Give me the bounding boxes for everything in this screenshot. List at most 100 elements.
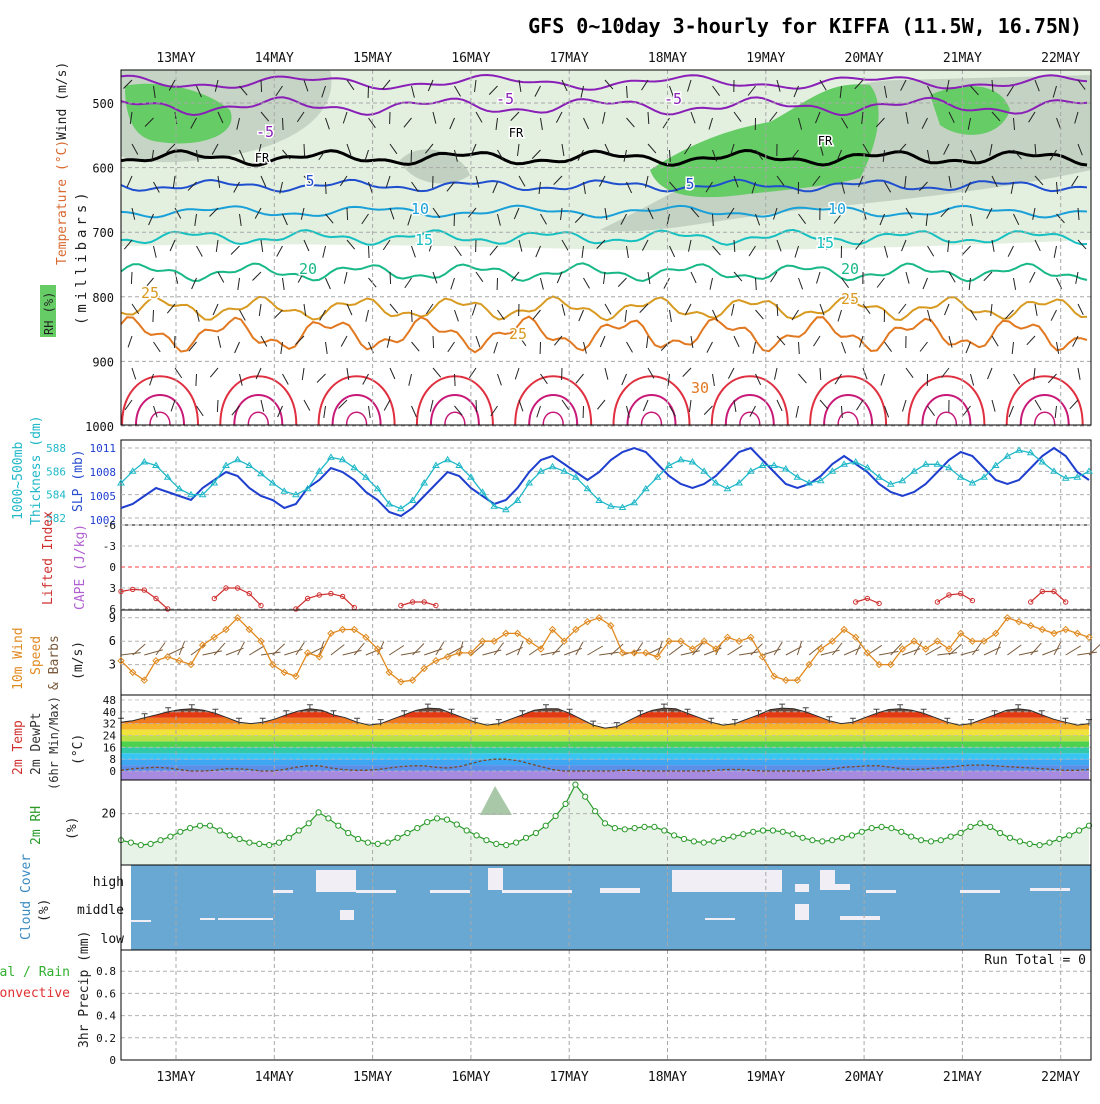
contour-label: 5 [305, 172, 314, 190]
cloud-clear-patch [866, 890, 896, 893]
temp2m-legend-4: (°C) [71, 734, 86, 765]
rh2m-marker [958, 830, 963, 835]
contour-label: FR [818, 134, 833, 148]
temp2m-band [121, 736, 1091, 742]
bottom-date-label: 20MAY [845, 1070, 884, 1085]
cloud-clear-patch [273, 890, 293, 893]
chart-title: GFS 0~10day 3-hourly for KIFFA (11.5W, 1… [528, 14, 1082, 38]
rh2m-marker [553, 813, 558, 818]
rh2m-marker [721, 836, 726, 841]
cloud-clear-patch [430, 890, 470, 893]
temp2m-band [121, 741, 1091, 747]
top-date-label: 17MAY [550, 51, 589, 66]
rh2m-marker [859, 829, 864, 834]
rh2m-marker [504, 843, 509, 848]
rh2m-marker [197, 823, 202, 828]
rh2m-marker [1047, 840, 1052, 845]
contour-label: 25 [841, 290, 859, 308]
precip-tick-label: 0.6 [96, 987, 116, 1000]
rh2m-marker [1067, 833, 1072, 838]
rh2m-marker [464, 828, 469, 833]
rh2m-marker [237, 836, 242, 841]
pressure-tick-label: 900 [92, 355, 114, 369]
wind10-legend-2: Speed [29, 636, 44, 675]
contour-label: 20 [299, 260, 317, 278]
precip-tick-label: 0 [109, 1054, 116, 1067]
wind-barb [217, 400, 218, 412]
bottom-date-label: 15MAY [353, 1070, 392, 1085]
rh2m-marker [800, 835, 805, 840]
rh2m-marker [909, 834, 914, 839]
bottom-date-label: 17MAY [550, 1070, 589, 1085]
wind-barb [347, 208, 348, 220]
rh2m-marker [988, 824, 993, 829]
contour-label: 20 [841, 260, 859, 278]
lifted-tick-label: -6 [103, 519, 116, 532]
cloud-clear-patch [218, 918, 273, 920]
wind-barb [131, 272, 132, 284]
wind10-legend-4: (m/s) [71, 641, 86, 680]
cloud-level-label: middle [77, 903, 124, 918]
temp2m-legend-3: (6hr Min/Max) [47, 696, 61, 790]
precip-tick-label: 0.8 [96, 965, 116, 978]
rh2m-marker [395, 835, 400, 840]
contour-label: 15 [816, 234, 834, 252]
temp2m-band [121, 747, 1091, 753]
rh2m-marker [938, 838, 943, 843]
rh2m-marker [247, 840, 252, 845]
rh2m-marker [435, 816, 440, 821]
rh2m-marker [227, 833, 232, 838]
rh2m-marker [454, 822, 459, 827]
rh2m-marker [642, 824, 647, 829]
rh2m-marker [701, 840, 706, 845]
pressure-tick-label: 600 [92, 162, 114, 176]
precip-tick-label: 0.4 [96, 1010, 116, 1023]
contour-label: 25 [141, 284, 159, 302]
rh2m-marker [711, 839, 716, 844]
lifted-tick-label: -3 [103, 540, 116, 553]
pressure-tick-label: 800 [92, 291, 114, 305]
cloud-clear-patch [502, 890, 572, 893]
rh2m-marker [385, 840, 390, 845]
rh2m-marker [296, 828, 301, 833]
rh2m-marker [573, 782, 578, 787]
rh2m-marker [514, 840, 519, 845]
slp-tick-label: 1011 [90, 442, 117, 455]
temp2m-legend-1: 2m Temp [11, 720, 26, 775]
rh2m-marker [662, 828, 667, 833]
rh2m-marker [326, 816, 331, 821]
wind-legend: Wind (m/s) [55, 62, 70, 140]
rh2m-marker [474, 833, 479, 838]
rh2m-marker [879, 824, 884, 829]
rh2m-marker [1027, 841, 1032, 846]
rh2m-marker [691, 839, 696, 844]
rh2m-marker [681, 836, 686, 841]
rh2m-marker [286, 835, 291, 840]
rh2m-marker [484, 838, 489, 843]
rh2m-tick-label: 20 [102, 807, 116, 821]
bottom-date-label: 16MAY [451, 1070, 490, 1085]
rh2m-marker [168, 834, 173, 839]
rh2m-marker [415, 826, 420, 831]
top-date-label: 13MAY [156, 51, 195, 66]
cloud-clear-patch [1030, 888, 1070, 891]
contour-label: FR [255, 151, 270, 165]
wind-barb [369, 246, 370, 258]
rh2m-marker [365, 840, 370, 845]
rh2m-marker [217, 828, 222, 833]
contour-label: 5 [685, 175, 694, 193]
rh2m-marker [820, 839, 825, 844]
rh2m-marker [207, 823, 212, 828]
rh2m-marker [632, 826, 637, 831]
rh2m-marker [869, 826, 874, 831]
rh2m-marker [968, 824, 973, 829]
wind10-tick-label: 9 [109, 611, 116, 625]
top-date-label: 21MAY [943, 51, 982, 66]
rh2m-marker [138, 843, 143, 848]
wind-barb [326, 182, 327, 194]
lifted-index-legend: Lifted Index [41, 511, 56, 605]
thickness-legend-1: 1000~500mb [11, 442, 26, 520]
rh2m-marker [830, 838, 835, 843]
